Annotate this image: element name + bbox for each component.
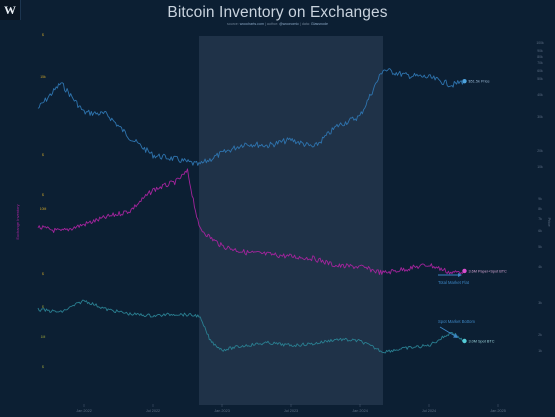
right-axis-tick-label: 2k: [538, 333, 542, 337]
right-axis-tick-label: 60k: [537, 69, 543, 73]
highlight-period-band: [199, 36, 383, 405]
x-axis-tick-label: Jan 2025: [490, 409, 506, 413]
spot-btc-line: [37, 299, 464, 354]
spot-market-bottom-annotation: Spot Market Bottom: [438, 319, 476, 324]
right-axis-tick-label: 70k: [537, 61, 543, 65]
x-axis-tick-label: Jan 2024: [352, 409, 368, 413]
left-axis-tick-label: $: [42, 272, 44, 276]
x-axis-tick-label: Jul 2023: [284, 409, 298, 413]
right-axis-tick-label: 40k: [537, 93, 543, 97]
right-axis-tick-label: 1k: [538, 349, 542, 353]
price-end-dot: [462, 78, 467, 84]
data-value[interactable]: Glassnode: [310, 22, 329, 26]
left-axis-tick-label: $: [42, 33, 44, 37]
right-axis-tick-label: 9k: [538, 197, 542, 201]
right-axis-tick-label: 6k: [538, 229, 542, 233]
paper-spot-end-dot: [462, 268, 467, 274]
right-axis-tick-label: 8k: [538, 207, 542, 211]
total-market-flat-annotation: Total Market Flat: [438, 280, 470, 285]
left-axis-tick-label: 10M: [40, 207, 47, 211]
x-axis-tick-label: Jul 2024: [422, 409, 436, 413]
price-line: [37, 68, 464, 166]
total-market-flat-arrowhead: [458, 273, 462, 277]
logo-letter: W: [4, 3, 16, 17]
x-axis-tick-label: Jul 2022: [146, 409, 160, 413]
source-value[interactable]: woocharts.com: [239, 22, 264, 26]
price-end-label: $51.5k Price: [469, 80, 490, 84]
left-axis-tick-label: $: [42, 193, 44, 197]
left-axis-tick-label: 15k: [40, 75, 46, 79]
right-axis-tick-label: 4k: [538, 265, 542, 269]
left-axis-tick-label: $: [42, 305, 44, 309]
chart-title: Bitcoin Inventory on Exchanges: [167, 4, 388, 21]
right-axis-tick-label: 7k: [538, 217, 542, 221]
spot-market-bottom-arrowhead: [453, 333, 458, 338]
x-axis-tick-label: Jan 2022: [76, 409, 92, 413]
right-axis-tick-label: 10k: [537, 165, 543, 169]
spot-market-bottom-arrow: [439, 326, 456, 337]
right-axis-tick-label: 90k: [537, 49, 543, 53]
right-axis-tick-label: 50k: [537, 77, 543, 81]
data-label: data:: [301, 22, 310, 26]
left-axis-tick-label: $: [42, 365, 44, 369]
woocharts-logo: W: [0, 0, 21, 20]
paper-spot-line: [37, 168, 464, 275]
author-label: author:: [266, 22, 279, 26]
author-value[interactable]: @woonomic: [279, 22, 299, 26]
source-label: source:: [226, 22, 239, 26]
left-axis-title: Exchange Inventory: [15, 204, 20, 239]
right-axis-tick-label: 5k: [538, 245, 542, 249]
right-axis-tick-label: 100k: [536, 41, 544, 45]
spot-end-label: 3.0M Spot BTC: [469, 339, 495, 343]
right-axis-tick-label: 30k: [537, 115, 543, 119]
x-axis-tick-label: Jan 2023: [214, 409, 230, 413]
right-axis-tick-label: 3k: [538, 301, 542, 305]
left-axis-tick-label: 1M: [41, 335, 46, 339]
right-axis-tick-label: 80k: [537, 55, 543, 59]
right-axis-tick-label: 20k: [537, 149, 543, 153]
left-axis-tick-label: $: [42, 153, 44, 157]
spot-end-dot: [462, 338, 467, 344]
chart-credits: source: woocharts.com | author: @woonomi…: [226, 22, 329, 26]
right-axis-title: Price: [547, 217, 552, 227]
paper-spot-end-label: 3.6M Paper+Spot BTC: [469, 269, 508, 273]
